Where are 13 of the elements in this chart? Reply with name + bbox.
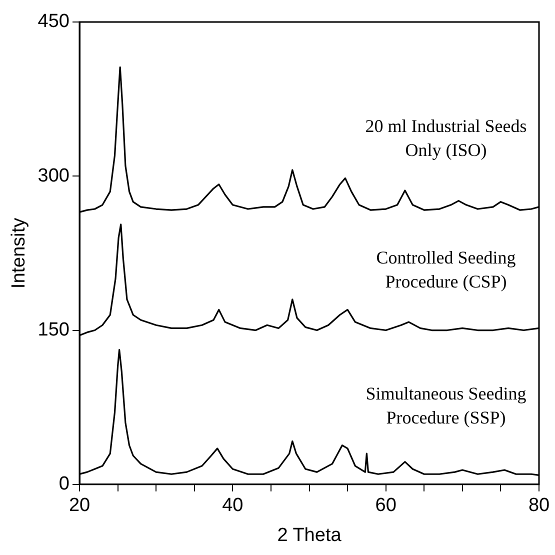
y-axis-title: Intensity [8, 217, 30, 289]
x-tick-label: 20 [68, 495, 90, 516]
series-label: 20 ml Industrial Seeds Only (ISO) [365, 116, 527, 160]
y-tick-label: 300 [38, 165, 70, 186]
series-label: Simultaneous Seeding Procedure (SSP) [366, 383, 526, 428]
series-label: Controlled Seeding Procedure (CSP) [376, 248, 516, 292]
x-axis-title: 2 Theta [277, 524, 342, 546]
x-tick-label: 40 [222, 495, 244, 516]
x-tick-label: 60 [375, 495, 396, 516]
y-tick-label: 450 [38, 11, 70, 32]
y-tick-label: 150 [38, 320, 70, 340]
x-tick-label: 80 [528, 495, 550, 516]
y-tick-label: 0 [58, 474, 70, 495]
